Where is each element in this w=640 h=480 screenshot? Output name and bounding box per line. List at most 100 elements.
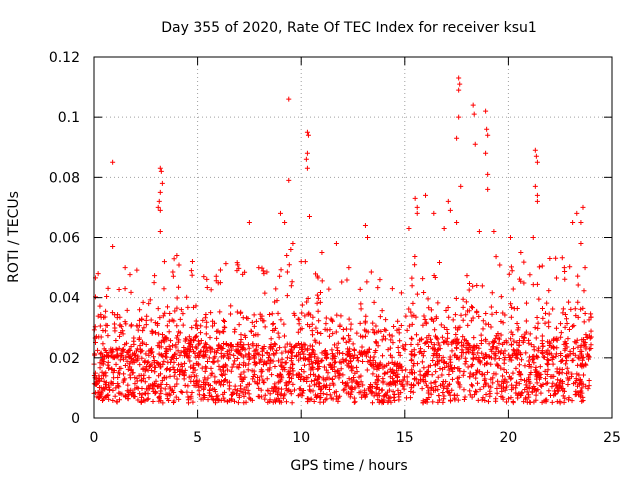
background-point	[202, 315, 208, 321]
background-point	[139, 355, 145, 361]
background-point	[160, 353, 166, 359]
data-point	[277, 210, 283, 216]
background-point	[358, 333, 364, 339]
background-point	[516, 369, 522, 375]
background-point	[360, 359, 366, 365]
background-point	[493, 309, 499, 315]
background-point	[99, 376, 105, 382]
background-point	[282, 344, 288, 350]
background-point	[346, 316, 352, 322]
background-point	[453, 340, 459, 346]
background-point	[567, 264, 573, 270]
background-point	[191, 365, 197, 371]
background-point	[565, 336, 571, 342]
background-point	[489, 348, 495, 354]
background-point	[420, 276, 426, 282]
background-point	[371, 393, 377, 399]
background-point	[391, 395, 397, 401]
background-point	[234, 341, 240, 347]
background-point	[437, 365, 443, 371]
background-point	[190, 399, 196, 405]
background-point	[539, 348, 545, 354]
background-point	[545, 357, 551, 363]
background-point	[409, 275, 415, 281]
background-point	[539, 341, 545, 347]
data-point	[570, 219, 576, 225]
background-point	[450, 368, 456, 374]
background-point	[406, 306, 412, 312]
background-point	[578, 344, 584, 350]
background-point	[446, 389, 452, 395]
background-point	[255, 381, 261, 387]
background-point	[500, 351, 506, 357]
background-point	[105, 333, 111, 339]
background-point	[354, 369, 360, 375]
background-point	[543, 399, 549, 405]
background-point	[102, 382, 108, 388]
background-point	[221, 324, 227, 330]
background-point	[123, 393, 129, 399]
data-point	[201, 274, 207, 280]
background-point	[202, 377, 208, 383]
background-point	[210, 396, 216, 402]
background-point	[189, 390, 195, 396]
background-point	[196, 378, 202, 384]
background-point	[358, 351, 364, 357]
background-point	[475, 397, 481, 403]
background-point	[582, 341, 588, 347]
background-point	[315, 295, 321, 301]
background-point	[495, 378, 501, 384]
background-point	[560, 379, 566, 385]
background-point	[260, 362, 266, 368]
background-point	[209, 370, 215, 376]
background-point	[178, 307, 184, 313]
background-point	[180, 370, 186, 376]
background-point	[217, 367, 223, 373]
background-point	[210, 318, 216, 324]
background-point	[583, 344, 589, 350]
background-point	[423, 319, 429, 325]
background-point	[338, 366, 344, 372]
background-point	[442, 364, 448, 370]
background-point	[149, 349, 155, 355]
data-point	[217, 280, 223, 286]
background-point	[395, 345, 401, 351]
background-point	[116, 345, 122, 351]
background-point	[267, 358, 273, 364]
background-point	[337, 371, 343, 377]
background-point	[138, 399, 144, 405]
background-point	[117, 333, 123, 339]
background-point	[510, 400, 516, 406]
background-point	[208, 365, 214, 371]
background-point	[176, 284, 182, 290]
background-point	[445, 383, 451, 389]
background-point	[135, 327, 141, 333]
background-point	[532, 325, 538, 331]
background-point	[203, 364, 209, 370]
background-point	[370, 327, 376, 333]
background-point	[540, 315, 546, 321]
background-point	[340, 327, 346, 333]
background-point	[164, 381, 170, 387]
background-point	[150, 388, 156, 394]
background-point	[98, 385, 104, 391]
background-point	[585, 351, 591, 357]
background-point	[447, 392, 453, 398]
background-point	[435, 340, 441, 346]
background-point	[387, 366, 393, 372]
background-point	[462, 361, 468, 367]
background-point	[192, 334, 198, 340]
background-point	[149, 328, 155, 334]
background-point	[477, 359, 483, 365]
background-point	[583, 332, 589, 338]
background-point	[178, 388, 184, 394]
background-point	[296, 317, 302, 323]
background-point	[522, 363, 528, 369]
background-point	[543, 310, 549, 316]
background-point	[578, 388, 584, 394]
background-point	[189, 344, 195, 350]
background-point	[509, 304, 515, 310]
background-point	[161, 286, 167, 292]
background-point	[116, 366, 122, 372]
data-point	[151, 280, 157, 286]
